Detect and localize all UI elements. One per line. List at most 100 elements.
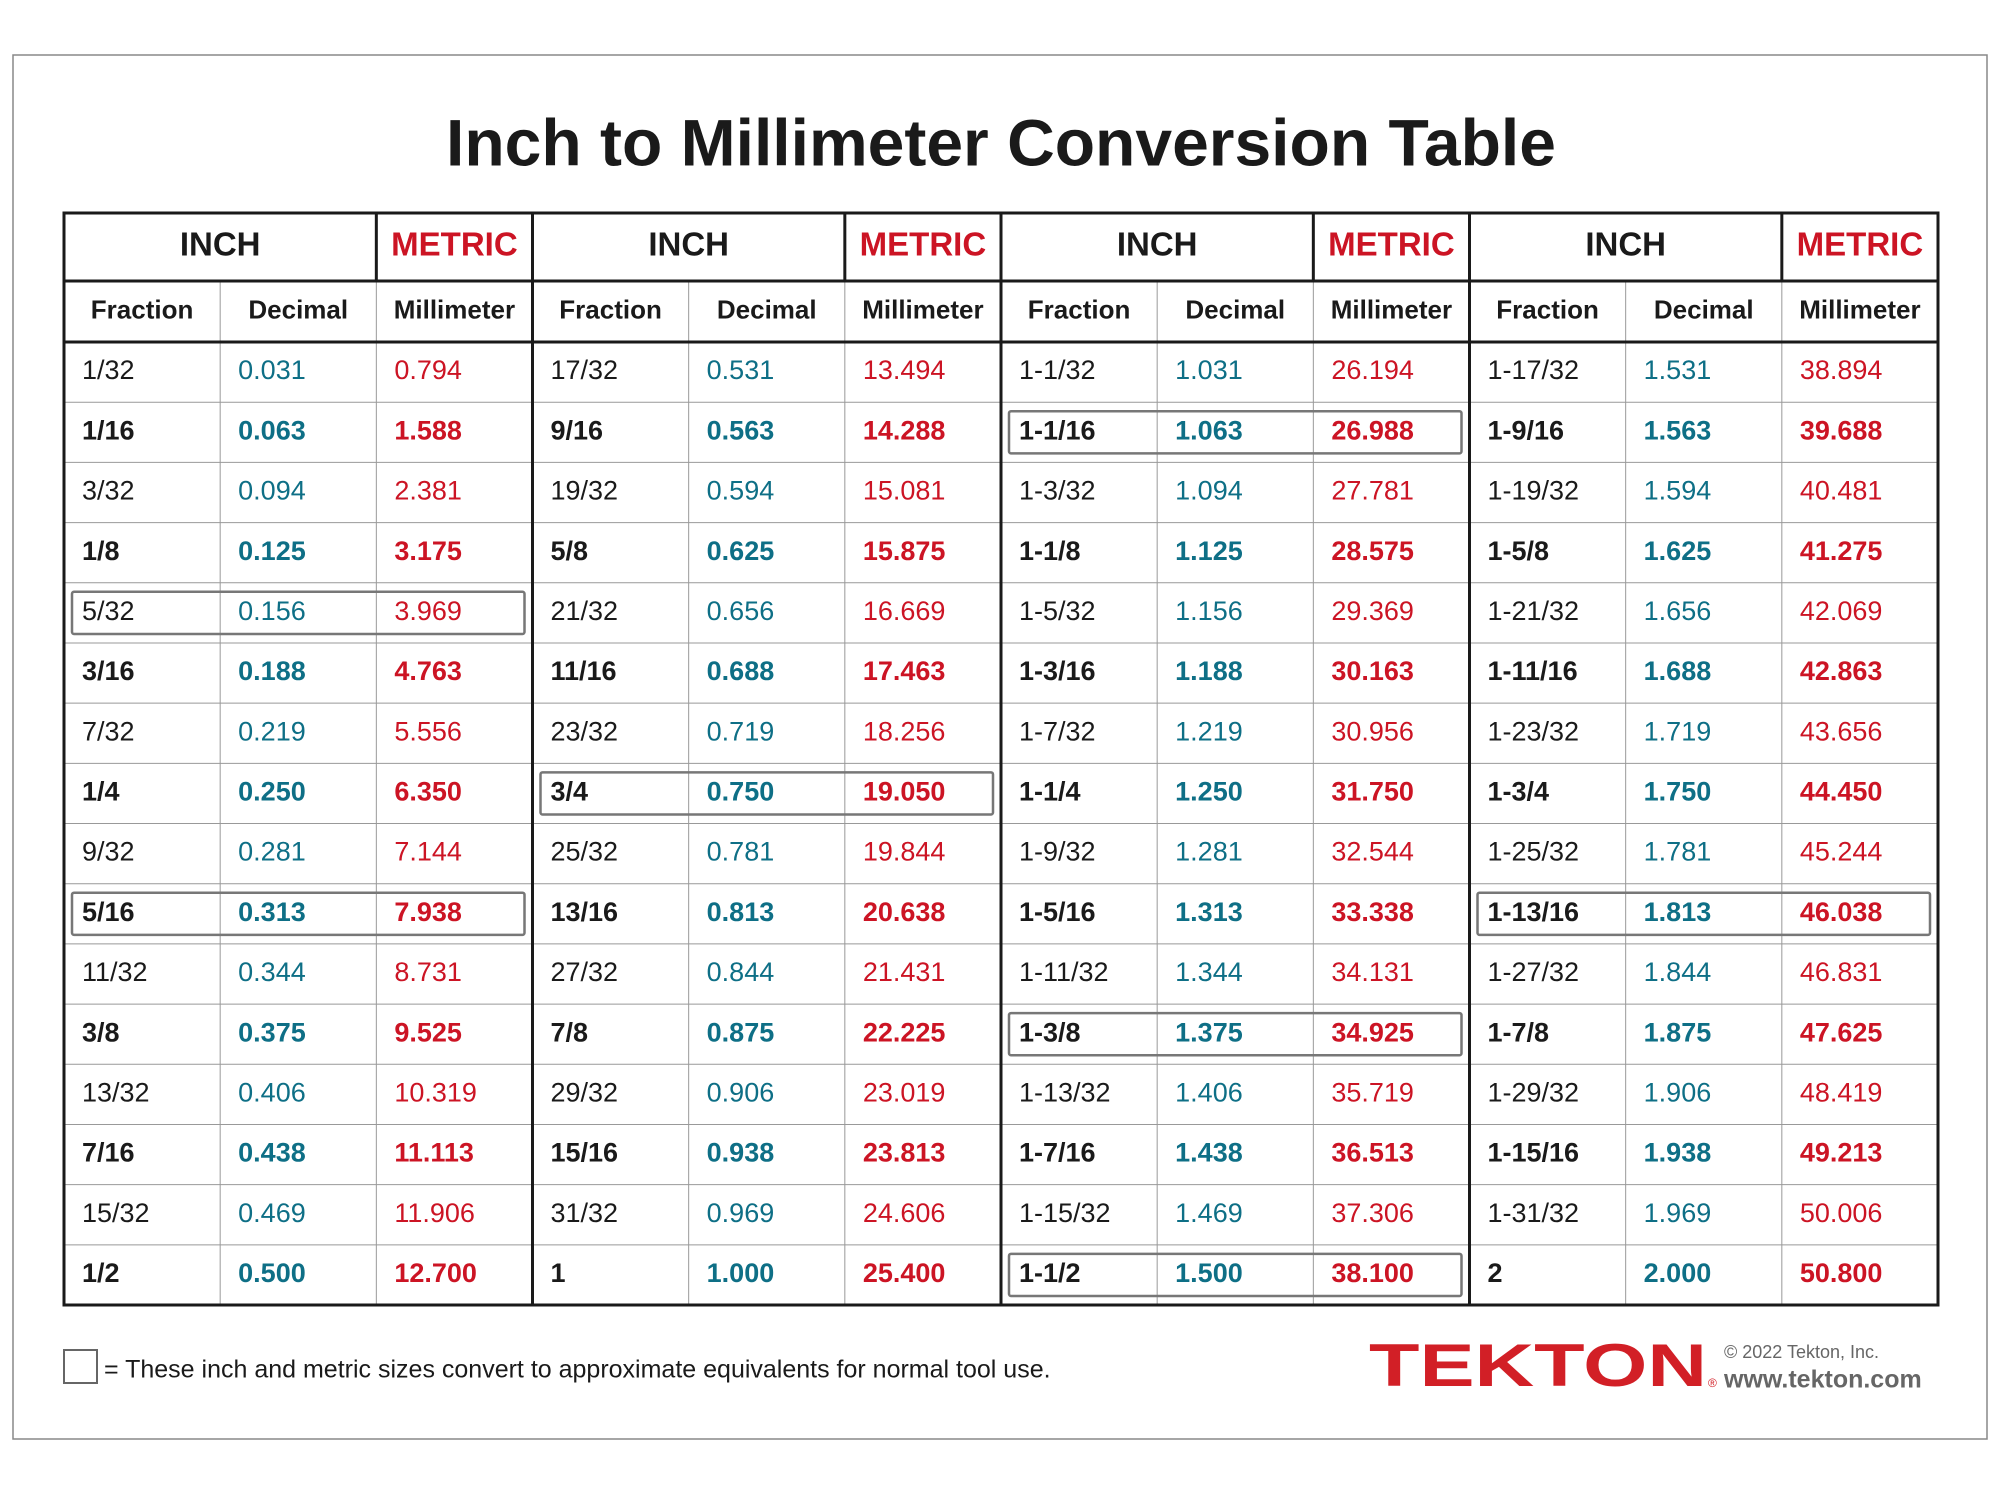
cell: 27.781 (1331, 476, 1414, 506)
cell: 1/2 (82, 1258, 120, 1288)
cell: 13.494 (863, 355, 946, 385)
column-header: Millimeter (862, 294, 983, 324)
cell: 1-27/32 (1488, 957, 1580, 987)
cell: 0.794 (394, 355, 462, 385)
column-header: Decimal (717, 294, 817, 324)
cell: 49.213 (1800, 1138, 1883, 1168)
cell: 12.700 (394, 1258, 477, 1288)
cell: 39.688 (1800, 415, 1883, 445)
cell: 0.625 (707, 536, 775, 566)
cell: 1-1/32 (1019, 355, 1096, 385)
cell: 9/16 (551, 415, 604, 445)
cell: 30.163 (1331, 656, 1414, 686)
legend-box (63, 1349, 98, 1384)
cell: 0.219 (238, 716, 306, 746)
cell: 1-1/4 (1019, 777, 1081, 807)
url: www.tekton.com (1723, 1366, 1922, 1394)
cell: 31/32 (551, 1198, 619, 1228)
cell: 1-11/32 (1019, 957, 1109, 987)
cell: 23/32 (551, 716, 619, 746)
cell: 1.688 (1644, 656, 1712, 686)
cell: 32.544 (1331, 837, 1414, 867)
cell: 0.875 (707, 1017, 775, 1047)
cell: 1.313 (1175, 897, 1243, 927)
cell: 1 (551, 1258, 566, 1288)
cell: 1.375 (1175, 1017, 1243, 1047)
copyright: © 2022 Tekton, Inc. (1724, 1342, 1879, 1362)
cell: 1-1/2 (1019, 1258, 1081, 1288)
cell: 1.250 (1175, 777, 1243, 807)
cell: 6.350 (394, 777, 462, 807)
cell: 43.656 (1800, 716, 1883, 746)
cell: 0.594 (707, 476, 775, 506)
cell: 0.719 (707, 716, 775, 746)
cell: 1.094 (1175, 476, 1243, 506)
cell: 21/32 (551, 596, 619, 626)
cell: 31.750 (1331, 777, 1414, 807)
cell: 48.419 (1800, 1077, 1883, 1107)
cell: 1-31/32 (1488, 1198, 1580, 1228)
cell: 34.925 (1331, 1017, 1414, 1047)
approx-box (1007, 1011, 1463, 1057)
cell: 20.638 (863, 897, 946, 927)
approx-box (70, 891, 526, 937)
cell: 7/32 (82, 716, 135, 746)
inch-header: INCH (180, 226, 261, 263)
cell: 1.625 (1644, 536, 1712, 566)
cell: 37.306 (1331, 1198, 1414, 1228)
cell: 0.406 (238, 1077, 306, 1107)
cell: 1.500 (1175, 1258, 1243, 1288)
logo: TEKTON (1369, 1332, 1707, 1399)
column-header: Fraction (1496, 294, 1599, 324)
cell: 1-9/16 (1488, 415, 1565, 445)
cell: 47.625 (1800, 1017, 1883, 1047)
cell: 1-21/32 (1488, 596, 1580, 626)
cell: 21.431 (863, 957, 946, 987)
cell: 44.450 (1800, 777, 1883, 807)
cell: 0.750 (707, 777, 775, 807)
cell: 0.531 (707, 355, 775, 385)
cell: 1-9/32 (1019, 837, 1096, 867)
column-header: Decimal (248, 294, 348, 324)
column-header: Millimeter (1331, 294, 1452, 324)
cell: 1.875 (1644, 1017, 1712, 1047)
table-border (62, 211, 1940, 1307)
approx-box (70, 590, 526, 636)
cell: 23.813 (863, 1138, 946, 1168)
column-header: Decimal (1654, 294, 1754, 324)
cell: 1.531 (1644, 355, 1712, 385)
cell: 1.781 (1644, 837, 1712, 867)
cell: 29/32 (551, 1077, 619, 1107)
cell: 0.688 (707, 656, 775, 686)
column-header: Millimeter (1799, 294, 1920, 324)
cell: 3.969 (394, 596, 462, 626)
cell: 19/32 (551, 476, 619, 506)
cell: 0.281 (238, 837, 306, 867)
cell: 16.669 (863, 596, 946, 626)
table: INCH METRIC Fraction Decimal Millimeter 1/32 0… (62, 211, 1940, 1307)
metric-header: METRIC (1328, 226, 1455, 263)
cell: 0.969 (707, 1198, 775, 1228)
cell: 1.594 (1644, 476, 1712, 506)
cell: 14.288 (863, 415, 946, 445)
cell: 30.956 (1331, 716, 1414, 746)
cell: 25/32 (551, 837, 619, 867)
metric-header: METRIC (860, 226, 987, 263)
cell: 50.006 (1800, 1198, 1883, 1228)
cell: 0.781 (707, 837, 775, 867)
cell: 24.606 (863, 1198, 946, 1228)
cell: 46.038 (1800, 897, 1883, 927)
cell: 9/32 (82, 837, 135, 867)
cell: 1/4 (82, 777, 120, 807)
cell: 15.875 (863, 536, 946, 566)
cell: 1.125 (1175, 536, 1243, 566)
cell: 42.069 (1800, 596, 1883, 626)
cell: 1-5/8 (1488, 536, 1550, 566)
approx-box (1476, 891, 1932, 937)
cell: 1-23/32 (1488, 716, 1580, 746)
cell: 1.031 (1175, 355, 1243, 385)
cell: 1-1/16 (1019, 415, 1096, 445)
cell: 36.513 (1331, 1138, 1414, 1168)
cell: 40.481 (1800, 476, 1883, 506)
